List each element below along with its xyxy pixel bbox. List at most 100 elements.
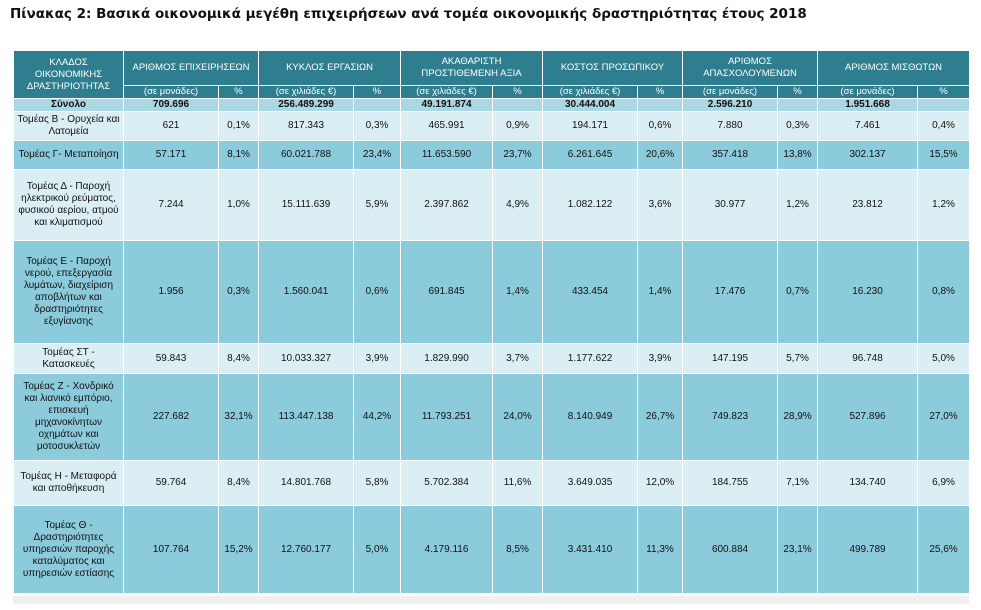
- pct-header: %: [492, 85, 544, 99]
- table-cell: 5,8%: [353, 460, 402, 506]
- total-label: Σύνολο: [13, 98, 124, 112]
- total-cell: [917, 98, 971, 112]
- group-header: ΑΡΙΘΜΟΣ ΕΠΙΧΕΙΡΗΣΕΩΝ: [122, 50, 260, 86]
- table-cell: 44,2%: [353, 373, 402, 461]
- table-cell: 28,9%: [777, 373, 819, 461]
- table-row: Τομέας Β - Ορυχεία και Λατομεία 621 0,1%…: [13, 111, 971, 141]
- table-cell: 0,1%: [217, 111, 260, 141]
- table-title: Πίνακας 2: Βασικά οικονομικά μεγέθη επιχ…: [10, 6, 807, 22]
- table-cell: 25,6%: [917, 505, 971, 594]
- table-cell: 1,0%: [217, 169, 260, 241]
- sector-name: Τομέας Β - Ορυχεία και Λατομεία: [13, 111, 124, 141]
- table-cell: 0,6%: [637, 111, 684, 141]
- pct-header: %: [353, 85, 402, 99]
- total-row: Σύνολο 709.696 256.489.299 49.191.874 30…: [13, 98, 971, 112]
- unit-header: (σε χιλιάδες €): [542, 85, 639, 99]
- table-cell: 60.021.788: [258, 140, 355, 170]
- table-cell: 59.843: [123, 343, 219, 374]
- table-cell: 621: [123, 111, 219, 141]
- total-cell: [637, 98, 684, 112]
- table-cell: 15,5%: [917, 140, 971, 170]
- table-cell: 184.755: [682, 460, 779, 506]
- table-cell: 1.829.990: [400, 343, 494, 374]
- table-cell: 57.171: [123, 140, 219, 170]
- table-cell: 59.764: [123, 460, 219, 506]
- table-cell: 1,4%: [492, 240, 544, 344]
- table-cell: 0,9%: [492, 111, 544, 141]
- table-cell: 8,4%: [217, 343, 260, 374]
- table-cell: 147.195: [682, 343, 779, 374]
- table-cell: 107.764: [123, 505, 219, 594]
- table-cell: 0,3%: [777, 111, 819, 141]
- total-cell: 1.951.668: [817, 98, 919, 112]
- table-cell: 23,1%: [777, 505, 819, 594]
- sector-name: Τομέας Δ - Παροχή ηλεκτρικού ρεύματος, φ…: [13, 169, 124, 241]
- table-cell: 12.760.177: [258, 505, 355, 594]
- sector-name: Τομέας Γ- Μεταποίηση: [13, 140, 124, 170]
- table-cell: 527.896: [817, 373, 919, 461]
- table-cell: 0,3%: [353, 111, 402, 141]
- table-cell: 113.447.138: [258, 373, 355, 461]
- table-cell: 5,7%: [777, 343, 819, 374]
- table-cell: 30.977: [682, 169, 779, 241]
- table-cell: 1.560.041: [258, 240, 355, 344]
- table-cell: 6.261.645: [542, 140, 639, 170]
- table-cell: 302.137: [817, 140, 919, 170]
- total-cell: 49.191.874: [400, 98, 494, 112]
- table-cell: 23.812: [817, 169, 919, 241]
- sector-name: Τομέας Θ - Δραστηριότητες υπηρεσιών παρο…: [13, 505, 124, 594]
- total-cell: 30.444.004: [542, 98, 639, 112]
- table-cell: 0,3%: [217, 240, 260, 344]
- table-cell: 23,7%: [492, 140, 544, 170]
- table-cell: 6,9%: [917, 460, 971, 506]
- pct-header: %: [637, 85, 684, 99]
- table-cell: 24,0%: [492, 373, 544, 461]
- table-cell: 10.033.327: [258, 343, 355, 374]
- table-cell: 14.801.768: [258, 460, 355, 506]
- table-row: Τομέας ΣΤ - Κατασκευές 59.843 8,4% 10.03…: [13, 343, 971, 374]
- table-row: Τομέας Ε - Παροχή νερού, επεξεργασία λυμ…: [13, 240, 971, 344]
- table-cell: 1,4%: [637, 240, 684, 344]
- table-cell: 600.884: [682, 505, 779, 594]
- total-cell: 709.696: [123, 98, 219, 112]
- economic-data-table: ΚΛΑΔΟΣ ΟΙΚΟΝΟΜΙΚΗΣ ΔΡΑΣΤΗΡΙΟΤΗΤΑΣ ΑΡΙΘΜΟ…: [13, 50, 971, 594]
- table-cell: 8,4%: [217, 460, 260, 506]
- group-header: ΚΟΣΤΟΣ ΠΡΟΣΩΠΙΚΟΥ: [542, 50, 684, 86]
- table-cell: 8,5%: [492, 505, 544, 594]
- table-cell: 1.956: [123, 240, 219, 344]
- table-cell: 8,1%: [217, 140, 260, 170]
- table-cell: 15,2%: [217, 505, 260, 594]
- table-cell: 23,4%: [353, 140, 402, 170]
- table-cell: 3,9%: [637, 343, 684, 374]
- table-cell: 227.682: [123, 373, 219, 461]
- table-cell: 5,9%: [353, 169, 402, 241]
- table-cell: 194.171: [542, 111, 639, 141]
- table-cell: 4,9%: [492, 169, 544, 241]
- table-cell: 0,7%: [777, 240, 819, 344]
- table-cell: 1,2%: [777, 169, 819, 241]
- table-cell: 1.082.122: [542, 169, 639, 241]
- group-header: ΑΡΙΘΜΟΣ ΜΙΣΘΩΤΩΝ: [817, 50, 971, 86]
- table-cell: 1.177.622: [542, 343, 639, 374]
- table-cell: 11,6%: [492, 460, 544, 506]
- table-cell: 4.179.116: [400, 505, 494, 594]
- table-row: Τομέας Γ- Μεταποίηση 57.171 8,1% 60.021.…: [13, 140, 971, 170]
- table-row: Τομέας Η - Μεταφορά και αποθήκευση 59.76…: [13, 460, 971, 506]
- sector-name: Τομέας Ε - Παροχή νερού, επεξεργασία λυμ…: [13, 240, 124, 344]
- table-row: Τομέας Ζ - Χονδρικό και λιανικό εμπόριο,…: [13, 373, 971, 461]
- group-header: ΑΡΙΘΜΟΣ ΑΠΑΣΧΟΛΟΥΜΕΝΩΝ: [682, 50, 819, 86]
- table-cell: 465.991: [400, 111, 494, 141]
- table-cell: 17.476: [682, 240, 779, 344]
- table-cell: 20,6%: [637, 140, 684, 170]
- table-cell: 817.343: [258, 111, 355, 141]
- pct-header: %: [217, 85, 260, 99]
- table-cell: 7.461: [817, 111, 919, 141]
- table-cell: 96.748: [817, 343, 919, 374]
- unit-header: (σε μονάδες): [817, 85, 919, 99]
- sector-name: Τομέας Η - Μεταφορά και αποθήκευση: [13, 460, 124, 506]
- total-cell: [492, 98, 544, 112]
- table-cell: 357.418: [682, 140, 779, 170]
- table-cell: 1,2%: [917, 169, 971, 241]
- table-cell: 3,6%: [637, 169, 684, 241]
- total-cell: 256.489.299: [258, 98, 355, 112]
